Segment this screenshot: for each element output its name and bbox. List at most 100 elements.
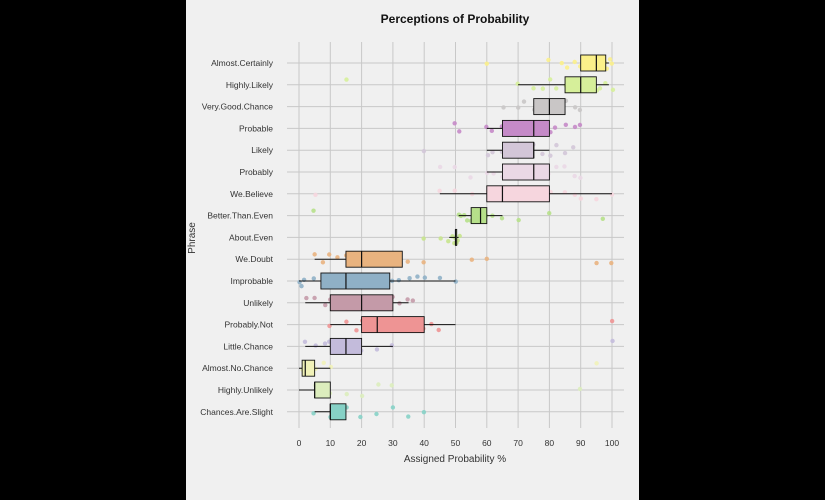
point-13-10 — [610, 338, 615, 344]
point-9-16 — [594, 260, 599, 266]
category-label-15: Highly.Unlikely — [218, 385, 274, 395]
point-6-12 — [594, 197, 599, 202]
point-5-3 — [484, 170, 490, 176]
category-label-1: Highly.Likely — [226, 80, 274, 90]
point-5-1 — [452, 164, 457, 170]
point-0-2 — [559, 60, 564, 66]
category-label-6: We.Believe — [230, 189, 273, 199]
point-9-3 — [335, 255, 340, 260]
point-5-14 — [578, 175, 583, 181]
box-3 — [502, 119, 550, 137]
point-3-11 — [552, 125, 558, 130]
box-5 — [502, 163, 550, 181]
point-5-11 — [554, 164, 559, 170]
point-9-13 — [421, 260, 426, 265]
point-2-1 — [516, 105, 521, 110]
point-6-1 — [437, 188, 442, 194]
point-3-3 — [489, 128, 495, 134]
point-11-14 — [410, 298, 416, 303]
boxplot-chart: Perceptions of Probability Almost.Certai… — [187, 12, 624, 465]
point-8-1 — [438, 236, 443, 241]
point-4-1 — [485, 153, 491, 158]
point-11-2 — [323, 302, 328, 308]
point-6-2 — [452, 188, 457, 193]
point-9-15 — [484, 256, 489, 262]
x-axis-title: Assigned Probability % — [404, 454, 506, 465]
point-13-1 — [313, 343, 318, 348]
point-16-4 — [374, 411, 379, 417]
point-1-0 — [344, 77, 349, 82]
x-tick-label-6: 60 — [482, 438, 492, 448]
point-10-17 — [422, 275, 428, 280]
category-label-12: Probably.Not — [224, 320, 273, 330]
point-10-16 — [415, 274, 420, 279]
point-3-13 — [572, 124, 578, 130]
point-15-2 — [344, 391, 349, 397]
point-15-6 — [577, 386, 583, 392]
point-5-0 — [437, 164, 443, 170]
point-2-9 — [577, 107, 583, 113]
point-9-17 — [609, 260, 614, 266]
point-3-14 — [577, 122, 583, 128]
point-7-11 — [499, 216, 505, 221]
point-10-14 — [396, 277, 402, 283]
point-0-13 — [607, 57, 613, 62]
point-6-11 — [578, 196, 584, 201]
point-9-1 — [320, 260, 326, 265]
box-14 — [301, 359, 316, 377]
point-1-13 — [610, 87, 616, 93]
point-10-1 — [299, 283, 304, 289]
x-tick-label-5: 50 — [451, 438, 461, 448]
category-labels: Almost.Certainly Highly.Likely Very.Good.C… — [200, 58, 274, 417]
point-1-4 — [547, 77, 553, 82]
point-14-3 — [321, 360, 326, 366]
point-4-2 — [490, 149, 495, 155]
point-2-0 — [501, 105, 506, 110]
box-4 — [502, 141, 535, 159]
point-11-1 — [312, 295, 317, 301]
point-13-0 — [302, 339, 308, 344]
point-3-12 — [563, 122, 569, 127]
point-9-0 — [312, 252, 317, 257]
category-label-14: Almost.No.Chance — [202, 363, 273, 373]
point-7-12 — [516, 217, 521, 223]
y-axis-title: Phrase — [187, 222, 198, 254]
x-tick-label-2: 20 — [357, 438, 367, 448]
category-label-16: Chances.Are.Slight — [200, 407, 273, 417]
point-3-0 — [452, 121, 457, 126]
x-tick-labels: 0 10 20 30 40 50 60 70 80 90 100 — [297, 438, 620, 448]
point-12-1 — [344, 319, 349, 324]
category-label-10: Improbable — [230, 276, 273, 286]
x-tick-label-4: 40 — [419, 438, 429, 448]
point-0-3 — [564, 65, 570, 70]
point-7-13 — [547, 210, 552, 216]
category-label-2: Very.Good.Chance — [202, 102, 273, 112]
point-4-9 — [554, 142, 559, 148]
box-0 — [580, 54, 607, 72]
point-1-3 — [540, 86, 546, 91]
point-4-7 — [540, 151, 545, 157]
point-12-2 — [354, 328, 359, 333]
x-tick-label-3: 30 — [388, 438, 398, 448]
boxes — [299, 54, 612, 421]
point-3-1 — [457, 129, 462, 134]
box-12 — [361, 316, 425, 334]
point-5-2 — [468, 175, 473, 180]
point-1-12 — [603, 80, 608, 86]
category-label-11: Unlikely — [243, 298, 274, 308]
point-7-4 — [464, 218, 470, 223]
point-0-14 — [609, 61, 614, 66]
x-tick-label-7: 70 — [513, 438, 523, 448]
point-10-15 — [407, 276, 412, 281]
point-10-18 — [437, 275, 443, 281]
point-9-2 — [327, 252, 332, 257]
point-0-0 — [484, 61, 489, 66]
x-tick-label-0: 0 — [297, 438, 302, 448]
point-1-2 — [531, 86, 536, 91]
figure-panel: Perceptions of Probability Almost.Certai… — [186, 0, 639, 500]
point-16-0 — [311, 411, 316, 416]
point-2-2 — [521, 99, 527, 104]
box-7 — [470, 207, 488, 225]
point-6-13 — [609, 192, 615, 197]
point-2-8 — [572, 105, 578, 110]
